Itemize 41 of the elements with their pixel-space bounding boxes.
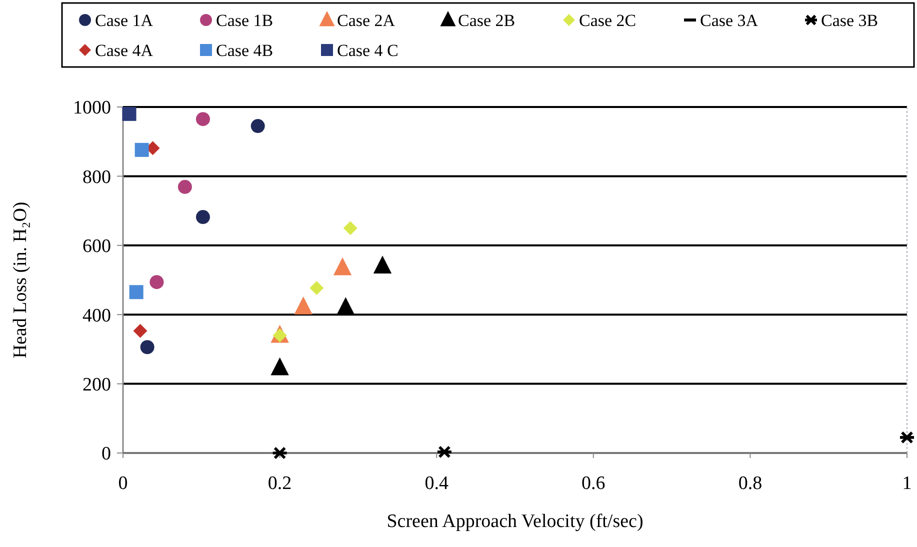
point — [196, 210, 210, 224]
point — [178, 180, 192, 194]
y-tick-label: 200 — [82, 374, 111, 396]
x-tick-label: 0.6 — [582, 473, 606, 494]
x-tick-label: 0.4 — [424, 473, 449, 494]
point — [129, 285, 144, 300]
y-axis-title: Head Loss (in. H₂O) — [10, 202, 31, 358]
legend-label: Case 4 C — [337, 41, 398, 60]
point — [336, 297, 355, 316]
legend-label: Case 3B — [821, 11, 878, 30]
legend-label: Case 1B — [216, 11, 274, 30]
legend-label: Case 2A — [337, 11, 396, 30]
legend-label: Case 2B — [458, 11, 516, 30]
x-tick-label: 0 — [118, 473, 128, 494]
point — [343, 221, 358, 236]
point — [150, 275, 164, 290]
y-tick-label: 600 — [82, 236, 111, 258]
point — [310, 280, 324, 295]
y-tick-label: 800 — [82, 166, 111, 188]
point — [270, 357, 289, 376]
point — [133, 324, 148, 338]
y-tick-label: 0 — [102, 444, 111, 465]
x-tick-label: 0.2 — [268, 473, 292, 494]
legend-label: Case 2C — [579, 11, 636, 30]
legend-label: Case 4B — [216, 41, 274, 60]
x-tick-label: 1 — [902, 473, 912, 494]
x-tick-label: 0.8 — [738, 473, 762, 494]
point — [140, 340, 154, 354]
x-axis-title: Screen Approach Velocity (ft/sec) — [386, 511, 644, 532]
legend-label: Case 3A — [700, 11, 759, 30]
point — [122, 106, 136, 121]
legend-label: Case 1A — [95, 11, 154, 30]
point — [250, 119, 265, 134]
y-tick-label: 1000 — [73, 98, 111, 119]
legend-label: Case 4A — [95, 41, 154, 60]
point — [196, 112, 210, 126]
point — [333, 257, 352, 276]
point — [134, 142, 149, 157]
y-tick-label: 400 — [82, 305, 111, 326]
point — [294, 296, 312, 314]
point — [373, 256, 392, 274]
